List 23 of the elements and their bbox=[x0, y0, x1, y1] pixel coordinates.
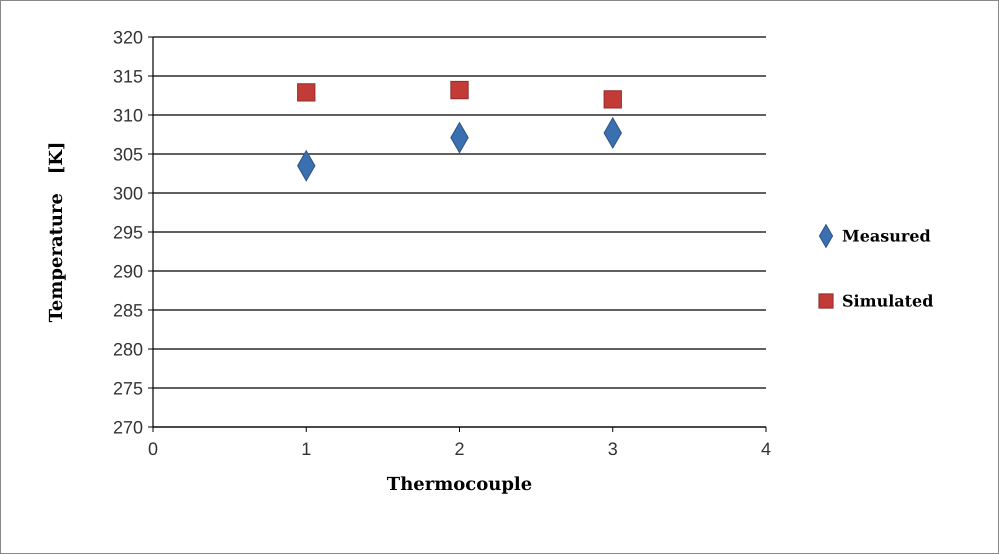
x-tick-label: 0 bbox=[148, 439, 158, 459]
x-tick-label: 1 bbox=[301, 439, 312, 459]
legend-label: Simulated bbox=[842, 292, 934, 311]
y-tick-label: 315 bbox=[112, 66, 143, 86]
y-tick-label: 310 bbox=[112, 105, 143, 126]
x-tick-label: 4 bbox=[760, 439, 772, 459]
y-tick-label: 275 bbox=[112, 378, 143, 398]
y-tick-label: 295 bbox=[112, 222, 143, 242]
point bbox=[297, 83, 316, 102]
x-axis-title: Thermocouple bbox=[386, 474, 532, 495]
y-tick-label: 290 bbox=[112, 261, 143, 282]
point bbox=[604, 90, 622, 109]
legend-label: Measured bbox=[842, 226, 931, 246]
y-tick-label: 305 bbox=[112, 144, 143, 164]
y-tick-label: 280 bbox=[112, 339, 143, 360]
y-tick-label: 285 bbox=[112, 300, 143, 320]
y-tick-label: 320 bbox=[112, 27, 143, 48]
point bbox=[450, 80, 469, 100]
y-axis-title: Temperature [K] bbox=[46, 142, 67, 322]
y-tick-label: 300 bbox=[112, 183, 143, 204]
x-tick-label: 2 bbox=[454, 439, 465, 459]
x-tick-label: 3 bbox=[608, 439, 618, 459]
y-tick-label: 270 bbox=[112, 417, 143, 438]
